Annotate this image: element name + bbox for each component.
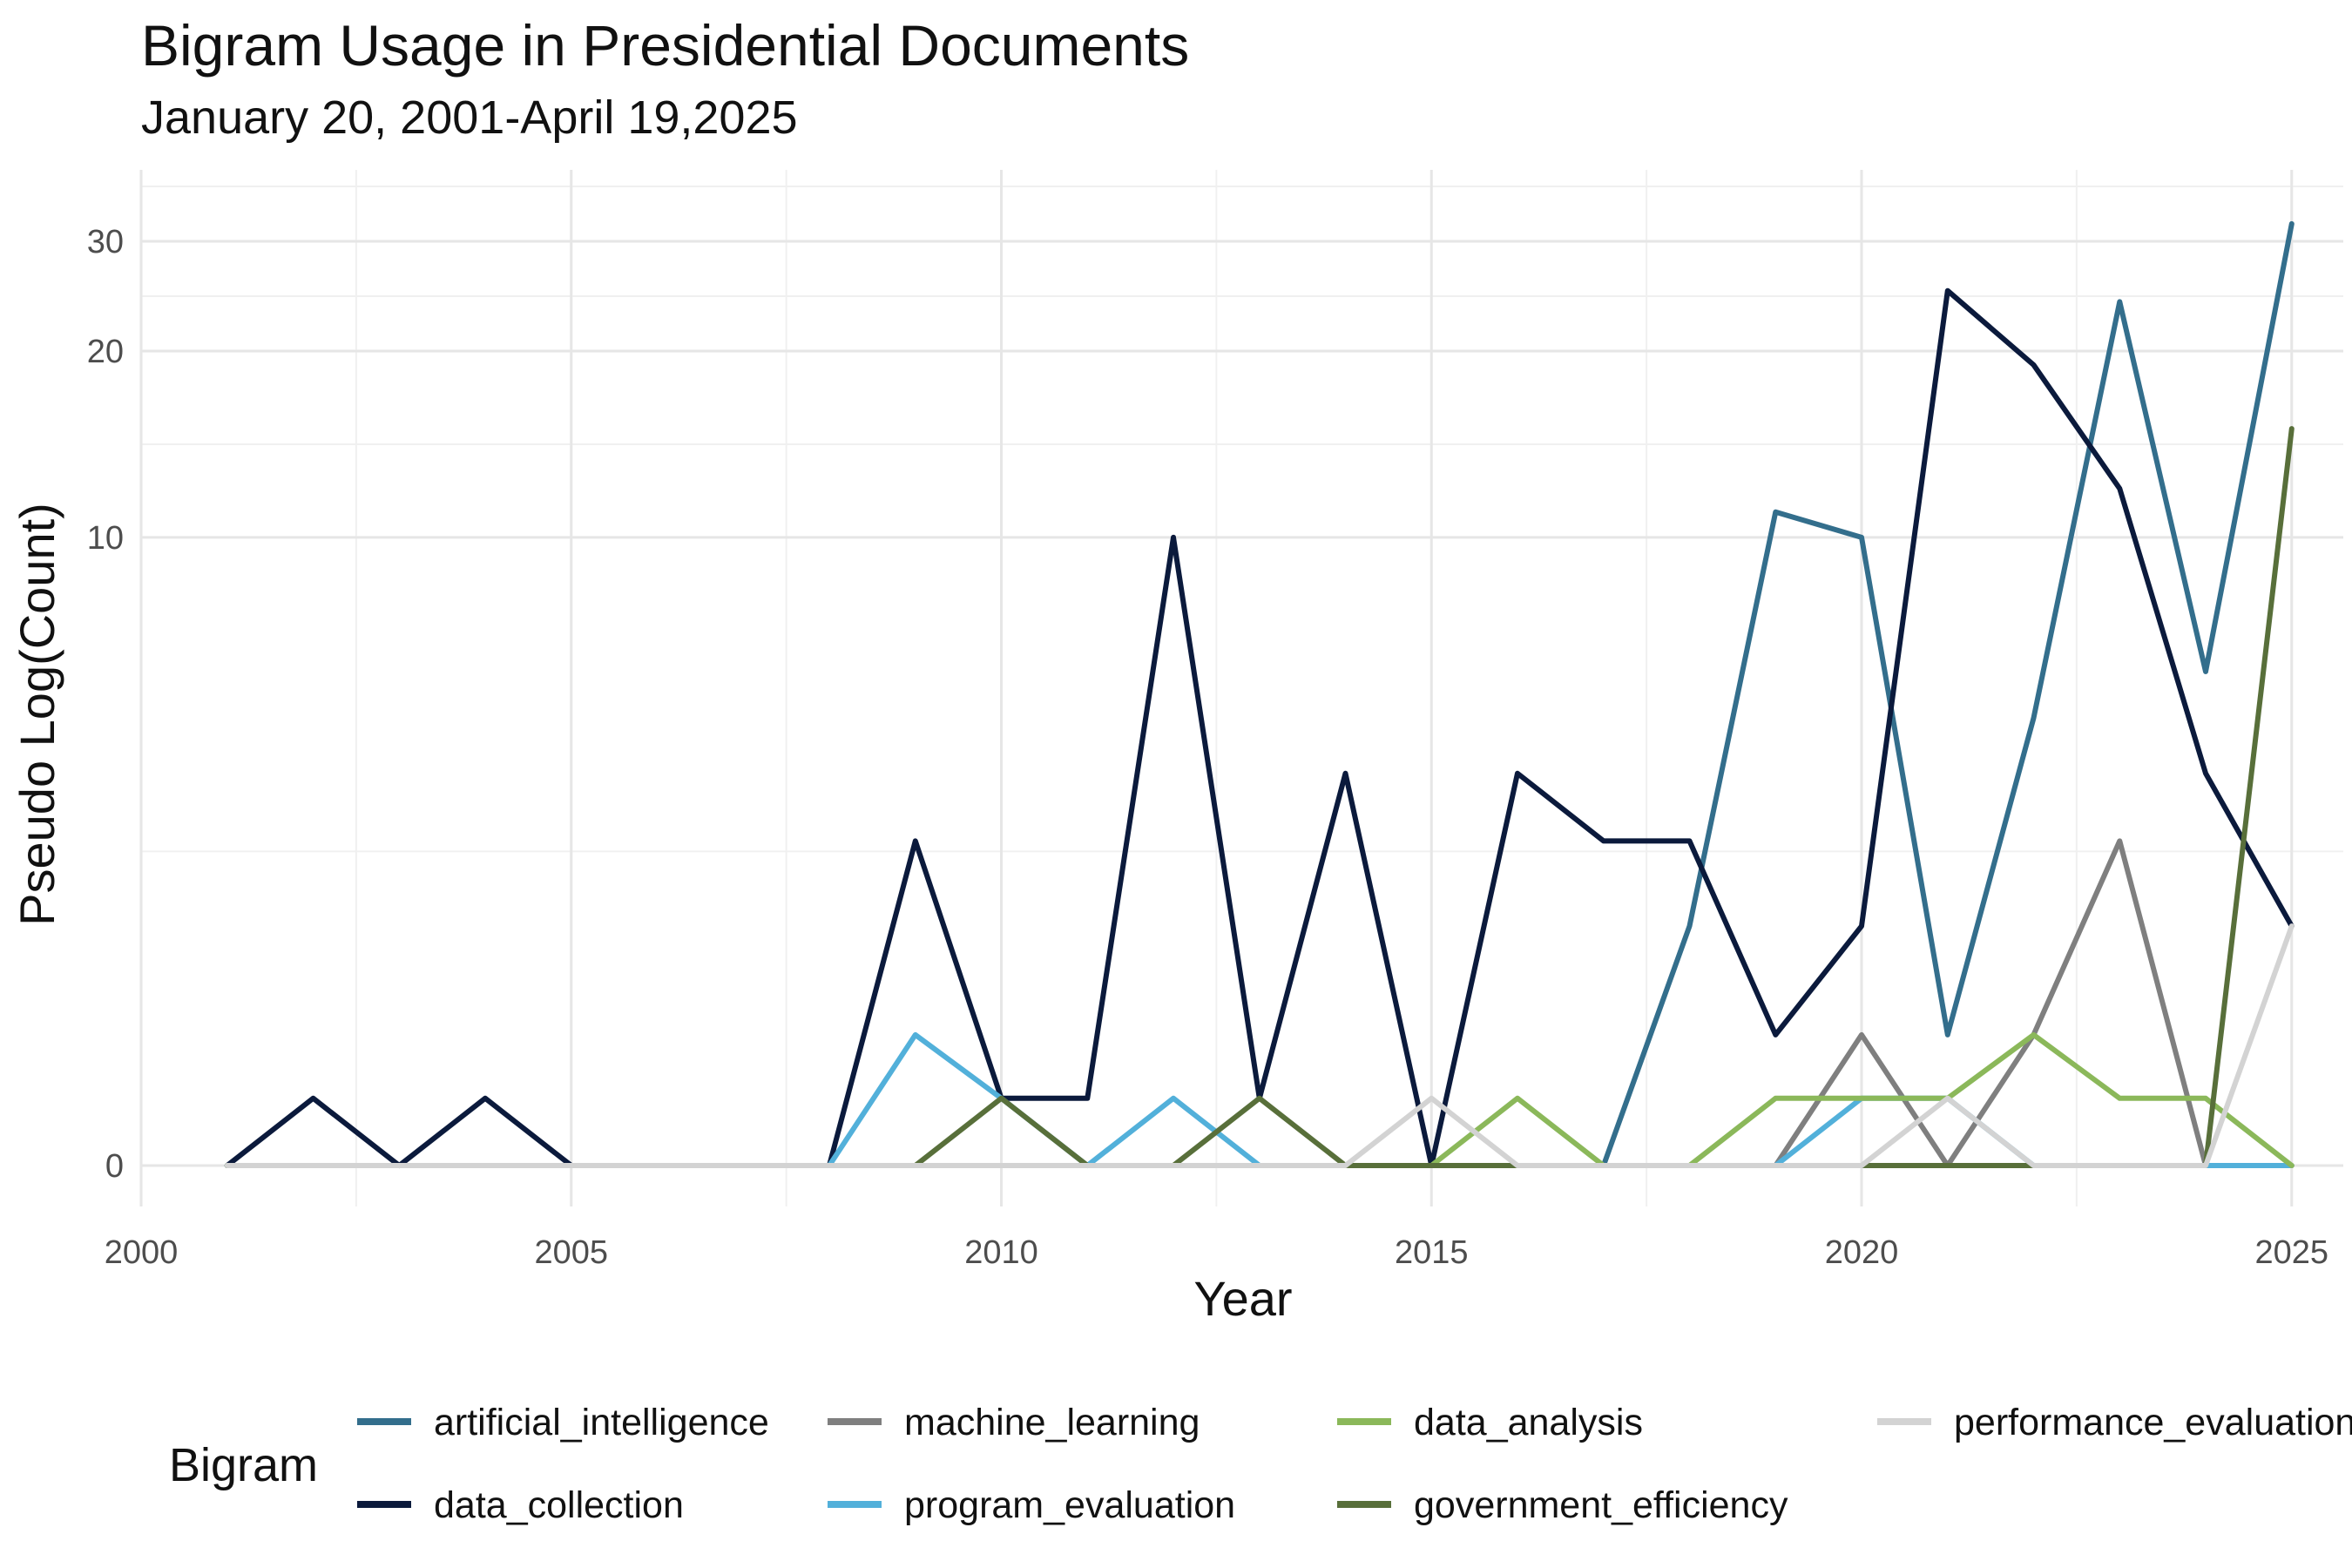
series-line-data_collection: [224, 287, 2295, 1168]
legend-label-government_efficiency: government_efficiency: [1414, 1484, 1788, 1526]
x-tick-label: 2005: [534, 1234, 608, 1271]
chart-subtitle: January 20, 2001-April 19,2025: [141, 91, 798, 144]
y-tick-label: 10: [87, 520, 124, 557]
x-axis-title: Year: [1193, 1271, 1292, 1326]
legend: artificial_intelligence data_collection ma…: [357, 1402, 2352, 1526]
y-axis-ticks: 0 10 20 30: [87, 224, 124, 1185]
x-tick-label: 2000: [105, 1234, 179, 1271]
x-tick-label: 2015: [1395, 1234, 1469, 1271]
legend-title: Bigram: [169, 1439, 318, 1491]
legend-label-machine_learning: machine_learning: [904, 1402, 1200, 1443]
chart-title: Bigram Usage in Presidential Documents: [141, 13, 1190, 78]
x-tick-label: 2020: [1825, 1234, 1899, 1271]
x-axis-ticks: 2000 2005 2010 2015 2020 2025: [105, 1234, 2328, 1271]
legend-label-data_collection: data_collection: [434, 1484, 684, 1526]
legend-label-data_analysis: data_analysis: [1414, 1402, 1643, 1443]
legend-label-artificial_intelligence: artificial_intelligence: [434, 1402, 769, 1443]
series-line-artificial_intelligence: [224, 220, 2295, 1168]
series-line-performance_evaluation: [224, 923, 2295, 1168]
y-tick-label: 30: [87, 224, 124, 260]
legend-label-performance_evaluation: performance_evaluation: [1954, 1402, 2352, 1443]
x-tick-label: 2010: [964, 1234, 1038, 1271]
legend-label-program_evaluation: program_evaluation: [904, 1484, 1235, 1526]
y-tick-label: 20: [87, 334, 124, 370]
series-line-government_efficiency: [224, 426, 2295, 1168]
y-tick-label: 0: [105, 1148, 124, 1185]
x-tick-label: 2025: [2254, 1234, 2328, 1271]
series-line-machine_learning: [224, 838, 2295, 1168]
series-lines: [224, 220, 2295, 1168]
y-axis-title: Pseudo Log(Count): [10, 503, 64, 926]
